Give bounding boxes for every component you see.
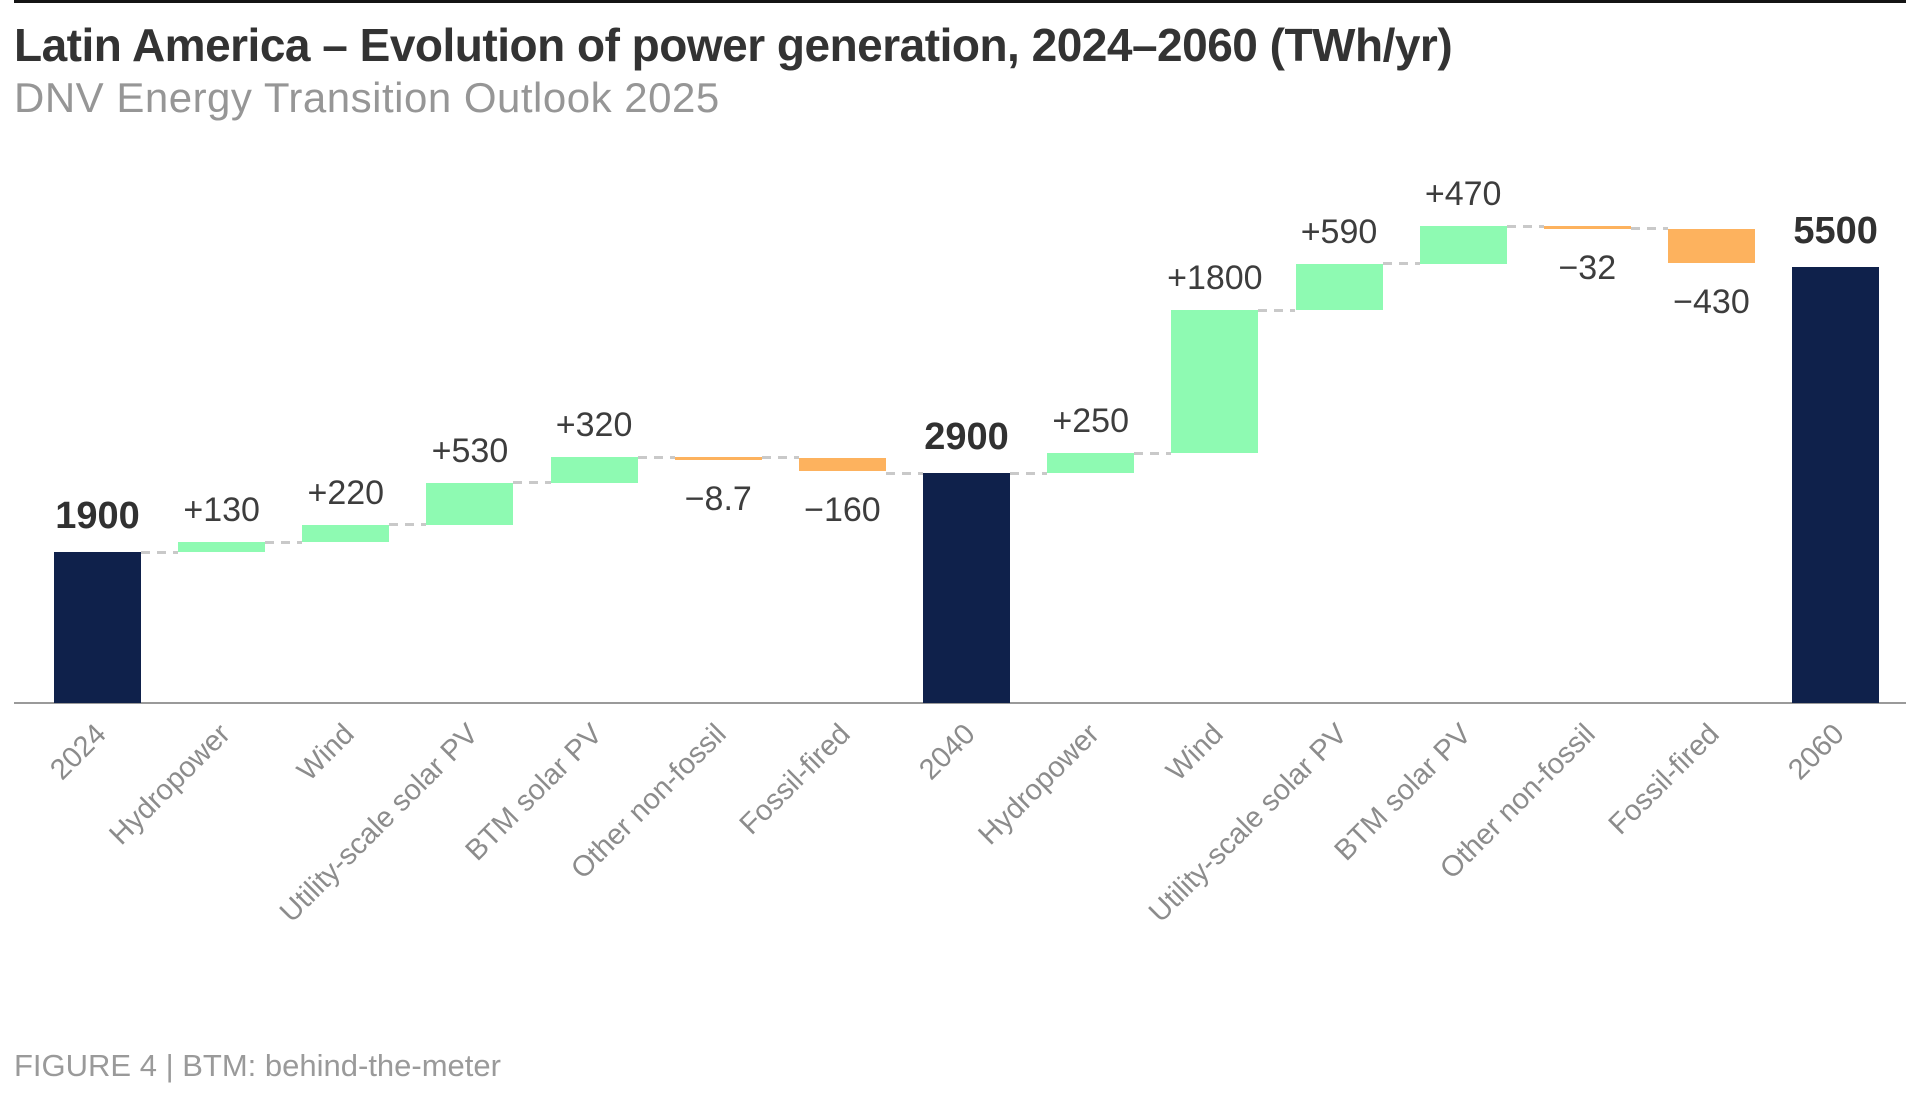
chart-subtitle: DNV Energy Transition Outlook 2025 xyxy=(14,74,720,121)
waterfall-increase-bar xyxy=(550,457,638,483)
bar-value-label: 2900 xyxy=(924,416,1009,459)
x-axis-label: Fossil-fired xyxy=(1603,718,1727,841)
connector-line xyxy=(1382,262,1420,266)
bar-value-label: −160 xyxy=(804,490,881,529)
connector-line xyxy=(389,523,427,527)
waterfall-decrease-bar xyxy=(798,457,886,471)
figure-caption: FIGURE 4 | BTM: behind-the-meter xyxy=(14,1048,501,1083)
waterfall-total-bar xyxy=(1792,266,1880,703)
bar-value-label: −8.7 xyxy=(684,479,752,518)
x-axis-label: 2024 xyxy=(43,718,113,787)
bar-value-label: +220 xyxy=(307,473,385,512)
bar-value-label: +470 xyxy=(1424,175,1502,214)
waterfall-increase-bar xyxy=(302,524,390,542)
x-axis-label: Fossil-fired xyxy=(734,718,858,841)
bar-value-label: +320 xyxy=(555,406,633,445)
bar-value-label: 5500 xyxy=(1793,209,1878,252)
waterfall-increase-bar xyxy=(1419,226,1507,264)
waterfall-total-bar xyxy=(54,552,141,703)
chart-title: Latin America – Evolution of power gener… xyxy=(14,19,1453,71)
connector-line xyxy=(141,550,179,554)
top-rule xyxy=(14,0,1906,3)
waterfall-increase-bar xyxy=(178,542,266,553)
connector-line xyxy=(1010,471,1048,475)
waterfall-increase-bar xyxy=(1295,263,1383,311)
bar-value-label: +130 xyxy=(183,491,260,530)
x-axis-label: Hydropower xyxy=(103,718,237,852)
connector-line xyxy=(265,540,303,544)
waterfall-decrease-bar xyxy=(1667,228,1755,264)
x-axis-label: Wind xyxy=(1160,718,1230,788)
bar-value-label: +1800 xyxy=(1167,259,1263,298)
connector-line xyxy=(513,481,551,485)
waterfall-decrease-bar xyxy=(1543,226,1631,229)
connector-line xyxy=(885,471,924,475)
waterfall-increase-bar xyxy=(426,482,514,525)
bar-value-label: +250 xyxy=(1052,402,1129,441)
connector-line xyxy=(1630,227,1668,231)
bar-value-label: −32 xyxy=(1558,248,1617,287)
connector-line xyxy=(1506,224,1544,228)
x-axis-label: Wind xyxy=(291,718,361,788)
connector-line xyxy=(761,456,799,460)
bar-value-label: 1900 xyxy=(55,495,140,538)
waterfall-total-bar xyxy=(923,473,1011,703)
x-axis-label: 2040 xyxy=(912,718,982,787)
bar-value-label: +590 xyxy=(1300,212,1378,251)
connector-line xyxy=(1134,451,1172,455)
waterfall-increase-bar xyxy=(1171,310,1259,454)
connector-line xyxy=(1258,308,1296,312)
x-axis-line xyxy=(14,702,1906,704)
connector-line xyxy=(637,455,675,459)
bar-value-label: +530 xyxy=(431,431,509,470)
bar-value-label: −430 xyxy=(1673,283,1750,322)
x-axis-label: 2060 xyxy=(1781,718,1851,787)
waterfall-increase-bar xyxy=(1047,453,1135,474)
waterfall-decrease-bar xyxy=(674,457,762,460)
x-axis-label: Hydropower xyxy=(972,718,1106,852)
